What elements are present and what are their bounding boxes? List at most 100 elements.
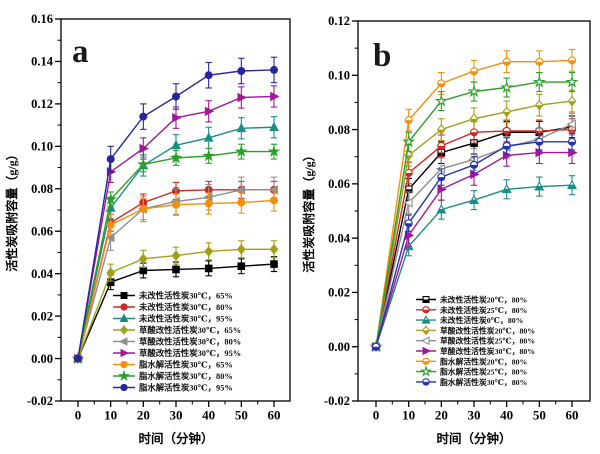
data-point-marker (139, 266, 148, 275)
data-point-marker (171, 139, 181, 150)
data-point-marker (437, 173, 446, 182)
legend-item: 未改性活性炭25℃，80% (416, 305, 528, 315)
y-tick-label: 0.02 (31, 309, 53, 323)
legend-item: 脂水解活性炭25℃，80% (416, 365, 528, 377)
legend-label: 未改性活性炭25℃，80% (439, 305, 528, 315)
x-tick-label: 40 (500, 408, 513, 423)
data-point-marker (237, 67, 246, 75)
x-tick-label: 20 (435, 408, 448, 423)
data-point-marker (171, 92, 181, 101)
legend-label: 未改性活性炭30℃，95% (138, 314, 233, 324)
data-point-marker (104, 192, 118, 205)
legend-label: 草酸改性活性炭30℃，80% (139, 337, 241, 347)
data-point-marker (371, 342, 381, 351)
data-point-marker (73, 354, 83, 363)
data-point-marker (500, 80, 514, 94)
legend-item: 草酸改性活性炭30℃，65% (113, 325, 241, 335)
legend-label: 未改性活性炭30℃，80% (138, 302, 233, 312)
legend-label: 未改性活性炭20℃，80% (439, 295, 528, 305)
data-point-marker (120, 383, 128, 392)
data-point-marker (469, 160, 479, 169)
panel-a: -0.02 0.00 0.02 0.04 0.06 0.08 0.10 0.12 0.14 0.1… (4, 12, 291, 446)
legend-item: 草酸改性活性炭30℃，80% (416, 346, 535, 356)
data-point-marker (422, 295, 430, 304)
data-point-marker (502, 126, 511, 135)
legend-item: 未改性活性炭30℃，65% (113, 291, 233, 301)
legend-item: 脂水解活性炭30℃，80% (416, 377, 528, 387)
data-point-marker (436, 203, 447, 214)
series-a-8 (73, 56, 279, 363)
data-point-marker (118, 337, 128, 346)
x-tick-label: 60 (566, 408, 579, 423)
legend-a: 未改性活性炭30℃，65%未改性活性炭30℃，80%未改性活性炭30℃，95%草… (113, 291, 241, 393)
y-tick-label: 0.12 (328, 14, 350, 28)
legend-item: 脂水解活性炭20℃，80% (416, 356, 528, 366)
y-tick-label: 0.04 (328, 231, 351, 245)
y-tick-label: 0.06 (31, 224, 53, 238)
data-point-marker (565, 75, 579, 88)
legend-label: 草酸改性活性炭20℃，80% (440, 325, 535, 335)
legend-b: 未改性活性炭20℃，80%未改性活性炭25℃，80%未改性活性炭0℃，80%草酸… (416, 295, 535, 387)
data-point-marker (204, 106, 215, 116)
data-point-marker (470, 169, 480, 180)
y-tick-label: 0.14 (31, 55, 54, 69)
legend-item: 未改性活性炭20℃，80% (416, 295, 528, 305)
data-point-marker (169, 151, 183, 164)
series-b-8 (371, 133, 577, 351)
data-point-marker (502, 57, 511, 66)
data-point-marker (204, 264, 213, 273)
data-point-marker (106, 155, 115, 164)
data-point-marker (437, 141, 446, 150)
data-point-marker (532, 75, 546, 88)
y-tick-label: 0.08 (328, 123, 350, 137)
data-point-marker (172, 265, 180, 274)
series-b-4 (370, 112, 576, 352)
data-point-marker (120, 292, 128, 299)
data-point-marker (535, 57, 544, 66)
y-axis-label: 活性炭吸附容量（g/g） (301, 149, 316, 272)
legend-item: 未改性活性炭30℃，95% (113, 313, 233, 324)
y-tick-label: 0.10 (31, 140, 53, 154)
series-a-6 (73, 189, 279, 363)
y-tick-label: 0.04 (31, 267, 54, 281)
data-point-marker (567, 56, 577, 65)
panel-letter: a (72, 34, 89, 70)
data-point-marker (203, 132, 214, 142)
data-point-marker (269, 243, 279, 255)
data-point-marker (469, 113, 479, 125)
x-tick-label: 50 (235, 408, 248, 423)
x-tick-label: 0 (75, 408, 82, 423)
data-point-marker (469, 67, 479, 76)
data-point-marker (270, 91, 280, 102)
data-point-marker (237, 262, 246, 271)
legend-label: 脂水解活性炭30℃，95% (138, 383, 233, 393)
x-tick-label: 0 (373, 408, 380, 423)
legend-item: 草酸改性活性炭30℃，95% (113, 348, 241, 358)
data-point-marker (139, 143, 149, 154)
y-tick-label: 0.00 (328, 340, 350, 354)
data-point-marker (202, 149, 216, 162)
data-point-marker (566, 119, 576, 129)
data-point-marker (270, 260, 278, 268)
data-point-marker (421, 314, 431, 324)
y-tick-label: 0.10 (328, 68, 350, 82)
data-point-marker (419, 365, 433, 377)
data-point-marker (502, 141, 511, 150)
data-point-marker (120, 303, 128, 311)
data-point-marker (236, 122, 247, 133)
data-point-marker (172, 113, 182, 123)
data-point-marker (422, 346, 432, 356)
legend-label: 脂水解活性炭25℃，80% (439, 367, 528, 377)
y-tick-label: 0.02 (328, 286, 350, 300)
data-point-marker (234, 144, 248, 158)
legend-item: 草酸改性活性炭30℃，80% (113, 337, 241, 347)
y-axis-label: 活性炭吸附容量（g/g） (4, 148, 19, 271)
data-point-marker (269, 65, 279, 74)
data-point-marker (106, 267, 116, 278)
data-point-marker (436, 124, 446, 136)
data-point-marker (567, 137, 577, 146)
legend-label: 草酸改性活性炭30℃，95% (139, 348, 241, 358)
data-point-marker (437, 79, 446, 88)
x-tick-label: 60 (268, 408, 281, 423)
